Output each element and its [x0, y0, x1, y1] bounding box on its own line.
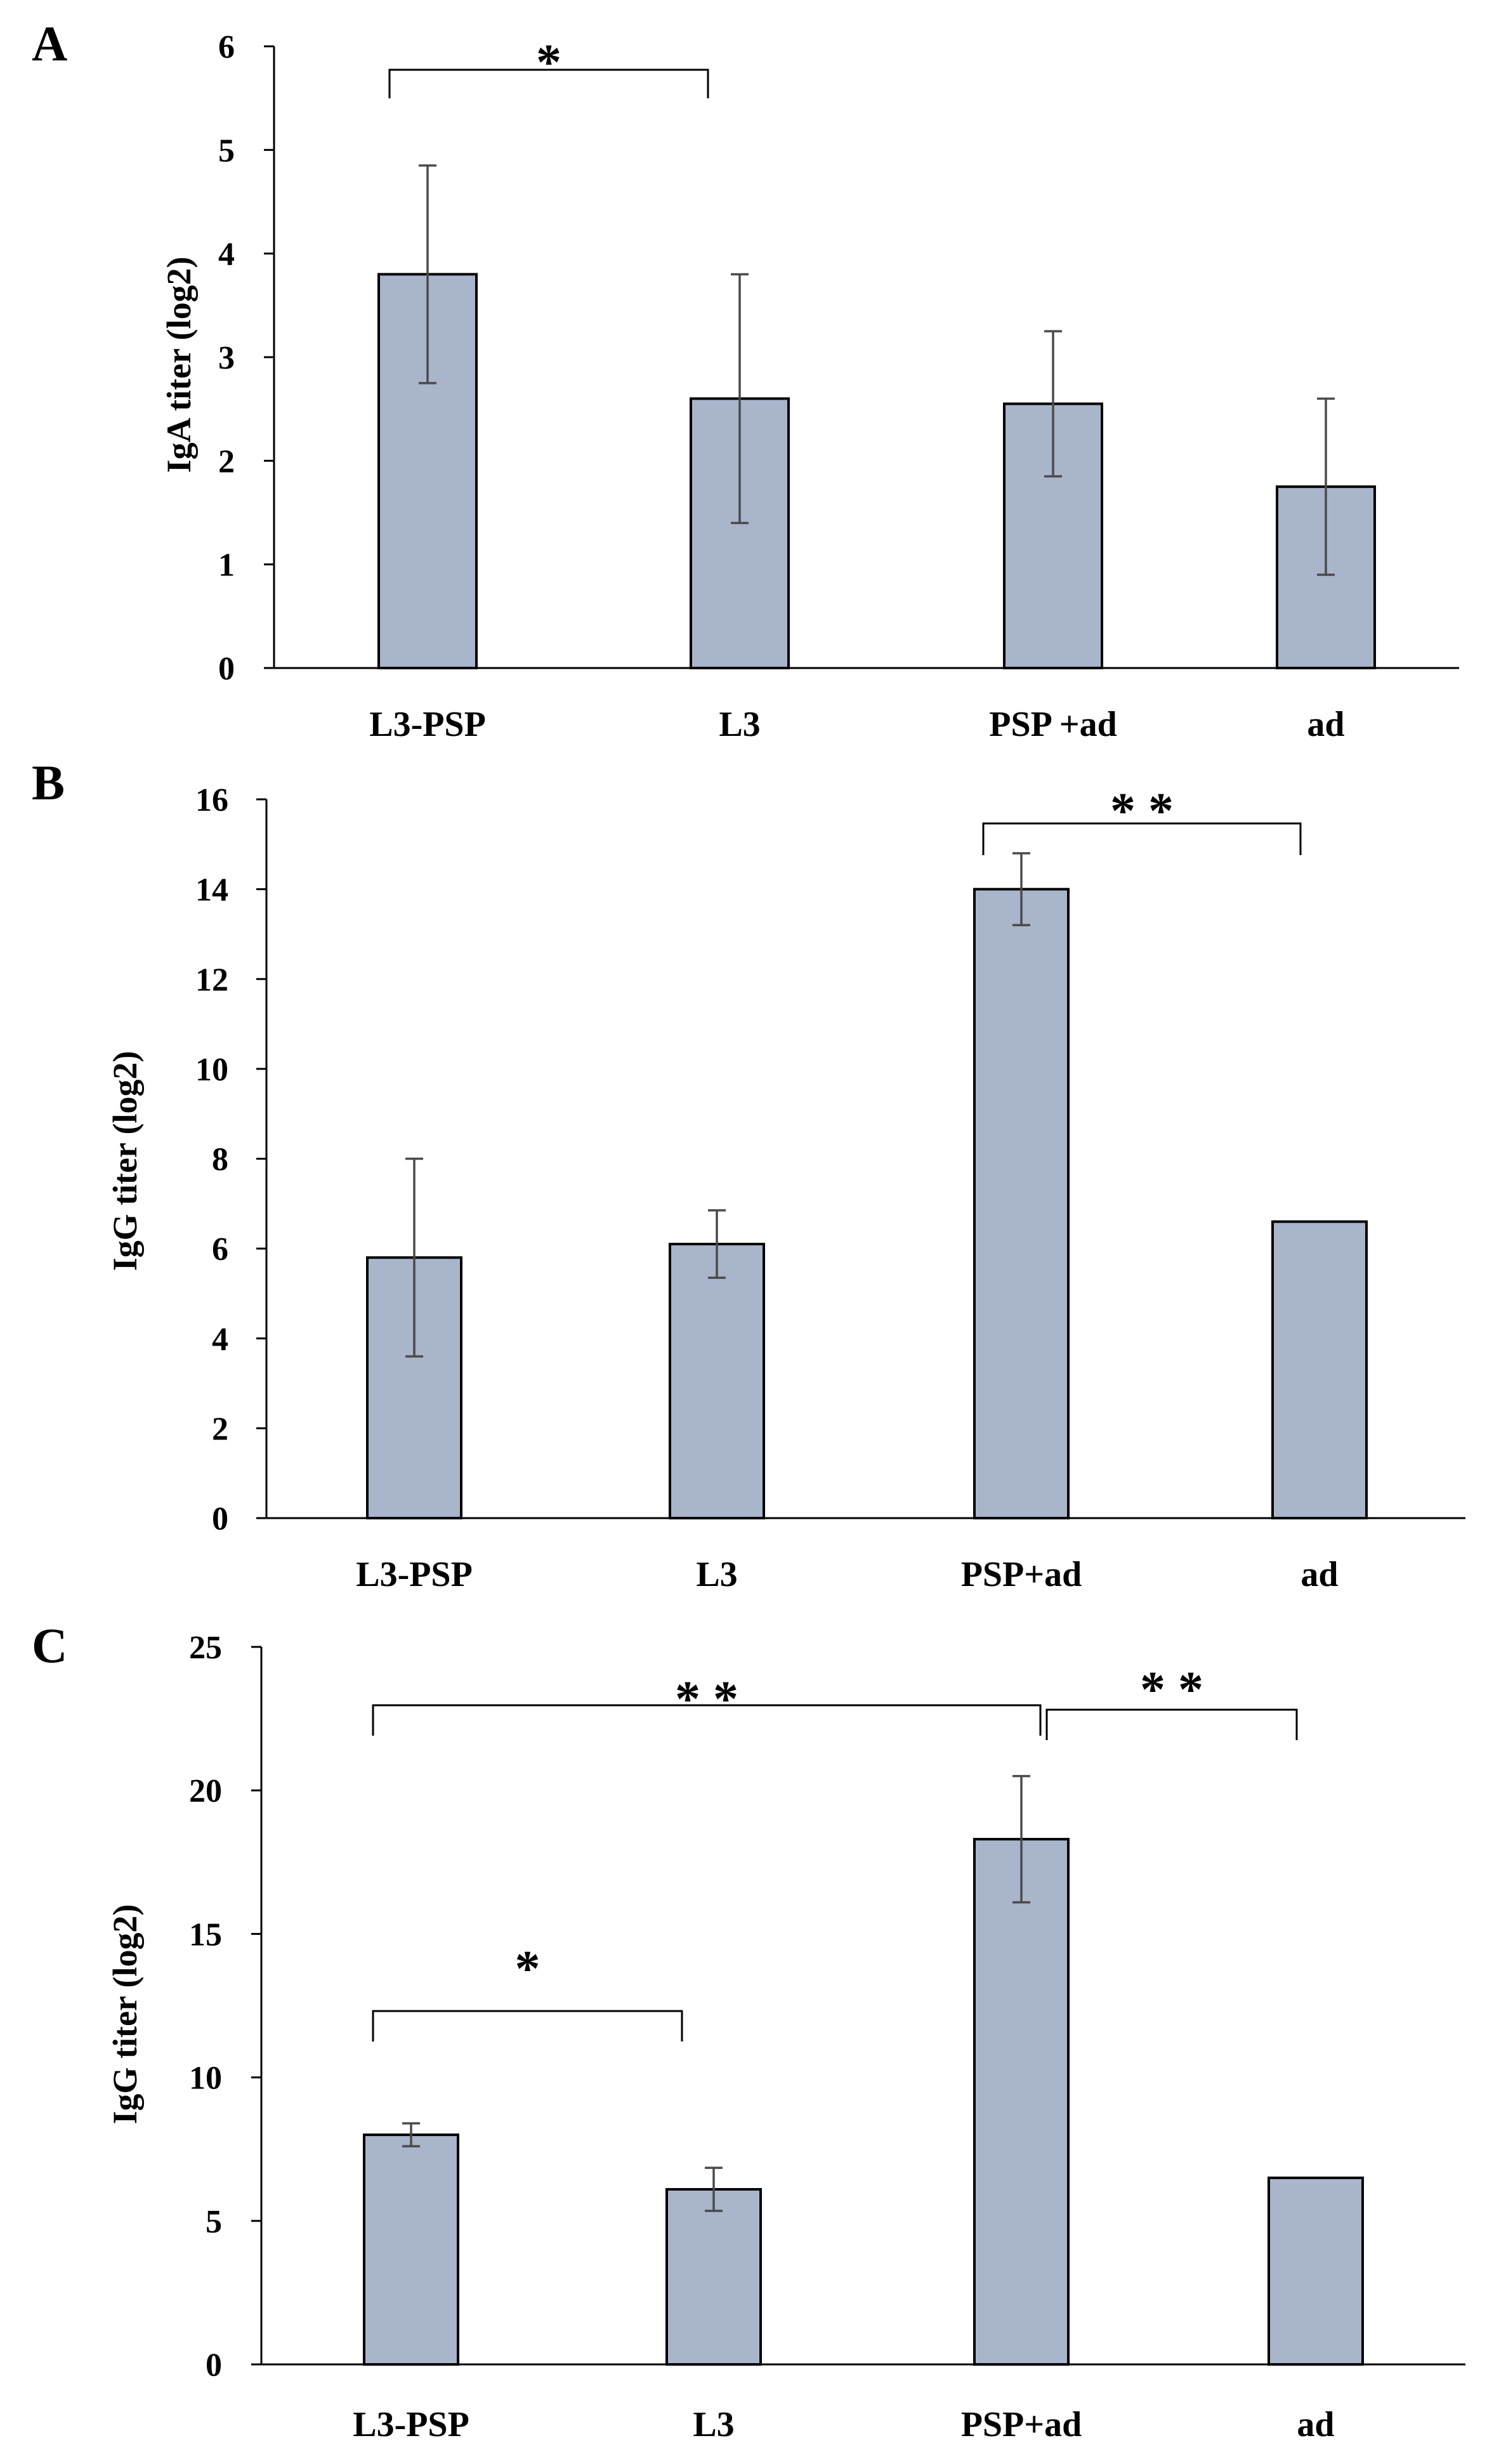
y-axis-label: IgG titer (log2)	[106, 1904, 144, 2125]
y-tick-label: 10	[195, 1052, 228, 1088]
x-tick-label: L3-PSP	[356, 1555, 473, 1594]
y-tick-label: 4	[218, 237, 235, 273]
x-tick-label: L3-PSP	[353, 2405, 469, 2444]
significance-group: * *	[982, 783, 1302, 855]
y-tick-label: 20	[189, 1773, 222, 1809]
significance-label: *	[515, 1941, 540, 1997]
bar-ad	[1276, 485, 1376, 670]
y-tick-label: 6	[218, 29, 235, 65]
y-tick-label: 3	[218, 340, 235, 376]
bar-l3	[665, 2188, 762, 2366]
y-tick-label: 6	[212, 1231, 228, 1268]
y-tick-label: 25	[189, 1630, 222, 1666]
error-bar	[1044, 330, 1062, 478]
x-tick-label: L3	[719, 705, 760, 744]
error-bar	[1012, 852, 1030, 927]
panel-c: C IgG titer (log2) 0 5 10 15 20 25 * * * * * L3…	[32, 1618, 1465, 2444]
y-tick-label: 2	[218, 443, 235, 480]
y-tick-label: 15	[189, 1917, 222, 1953]
panel-a: A IgA titer (log2) 0 1 2 3 4 5 6 * L3-PSP L3 PSP…	[32, 16, 1459, 744]
y-tick-label: 2	[212, 1411, 228, 1447]
significance-bracket: * *	[372, 1672, 1042, 1736]
error-bar	[1317, 397, 1335, 576]
category-labels: L3-PSP L3 PSP+ad ad	[356, 1555, 1338, 1594]
significance-group: *	[388, 35, 709, 98]
significance-label: * *	[675, 1672, 738, 1727]
bars-group	[377, 164, 1376, 670]
panel-letter: B	[32, 755, 65, 810]
x-tick-label: ad	[1297, 2405, 1334, 2444]
bars-group	[363, 1774, 1364, 2366]
y-tick-label: 16	[195, 782, 228, 818]
x-tick-label: ad	[1300, 1555, 1338, 1594]
panel-letter: A	[32, 16, 67, 71]
x-tick-label: PSP+ad	[961, 1555, 1082, 1594]
error-bar	[402, 2122, 420, 2147]
x-tick-label: PSP+ad	[961, 2405, 1082, 2444]
x-tick-label: L3	[693, 2405, 734, 2444]
error-bar	[405, 1157, 423, 1358]
error-bar	[1012, 1774, 1030, 1904]
error-bar	[419, 164, 436, 384]
bar-psp-ad	[973, 1838, 1070, 2366]
y-tick-label: 8	[212, 1142, 228, 1178]
y-axis-ticks: 0 5 10 15 20 25	[189, 1630, 1465, 2383]
x-tick-label: L3	[696, 1555, 737, 1594]
panel-b: B IgG titer (log2) 0 2 4 6 8 10 12 14 16 * * L3-…	[32, 755, 1465, 1594]
bar-l3	[669, 1243, 765, 1519]
significance-bracket: * *	[982, 783, 1302, 855]
significance-label: *	[536, 35, 561, 91]
y-tick-label: 5	[206, 2204, 222, 2240]
significance-bracket: *	[388, 35, 709, 98]
x-tick-label: ad	[1307, 705, 1344, 744]
error-bar	[731, 273, 749, 525]
error-bar	[708, 1209, 726, 1279]
error-bar	[705, 2166, 723, 2212]
bar-ad	[1268, 2176, 1364, 2366]
significance-label: * *	[1110, 783, 1174, 839]
y-tick-label: 0	[206, 2347, 222, 2383]
y-axis-label: IgA titer (log2)	[160, 257, 198, 473]
category-labels: L3-PSP L3 PSP+ad ad	[353, 2405, 1334, 2444]
significance-label: * *	[1140, 1662, 1203, 1718]
y-tick-label: 4	[212, 1321, 228, 1358]
panel-letter: C	[32, 1618, 67, 1673]
y-tick-label: 5	[218, 133, 235, 169]
x-tick-label: PSP +ad	[989, 705, 1117, 744]
y-tick-label: 0	[212, 1501, 228, 1537]
significance-bracket: *	[372, 1941, 683, 2041]
bars-group	[366, 852, 1368, 1519]
bar-psp-ad	[973, 888, 1070, 1519]
significance-bracket: * *	[1045, 1662, 1298, 1740]
x-tick-label: L3-PSP	[369, 705, 486, 744]
y-axis-label: IgG titer (log2)	[106, 1051, 144, 1271]
y-axis-ticks: 0 2 4 6 8 10 12 14 16	[195, 782, 1465, 1537]
category-labels: L3-PSP L3 PSP +ad ad	[369, 705, 1344, 744]
y-tick-label: 14	[195, 872, 228, 908]
bar-l3-psp	[363, 2133, 459, 2366]
y-tick-label: 10	[189, 2061, 222, 2097]
y-tick-label: 1	[218, 547, 235, 584]
y-tick-label: 0	[218, 651, 235, 687]
y-tick-label: 12	[195, 962, 228, 998]
significance-group: * * * * *	[372, 1662, 1298, 2041]
bar-l3	[690, 397, 790, 669]
bar-ad	[1271, 1220, 1368, 1519]
